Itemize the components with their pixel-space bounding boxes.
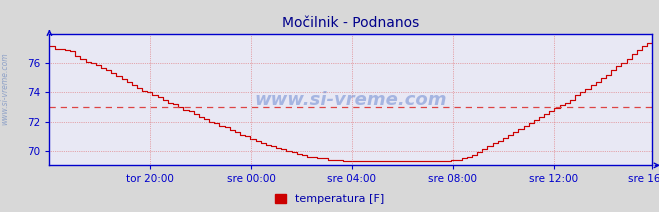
Text: www.si-vreme.com: www.si-vreme.com xyxy=(254,91,447,109)
Text: www.si-vreme.com: www.si-vreme.com xyxy=(1,53,10,125)
Title: Močilnik - Podnanos: Močilnik - Podnanos xyxy=(282,16,420,30)
Legend: temperatura [F]: temperatura [F] xyxy=(275,194,384,204)
